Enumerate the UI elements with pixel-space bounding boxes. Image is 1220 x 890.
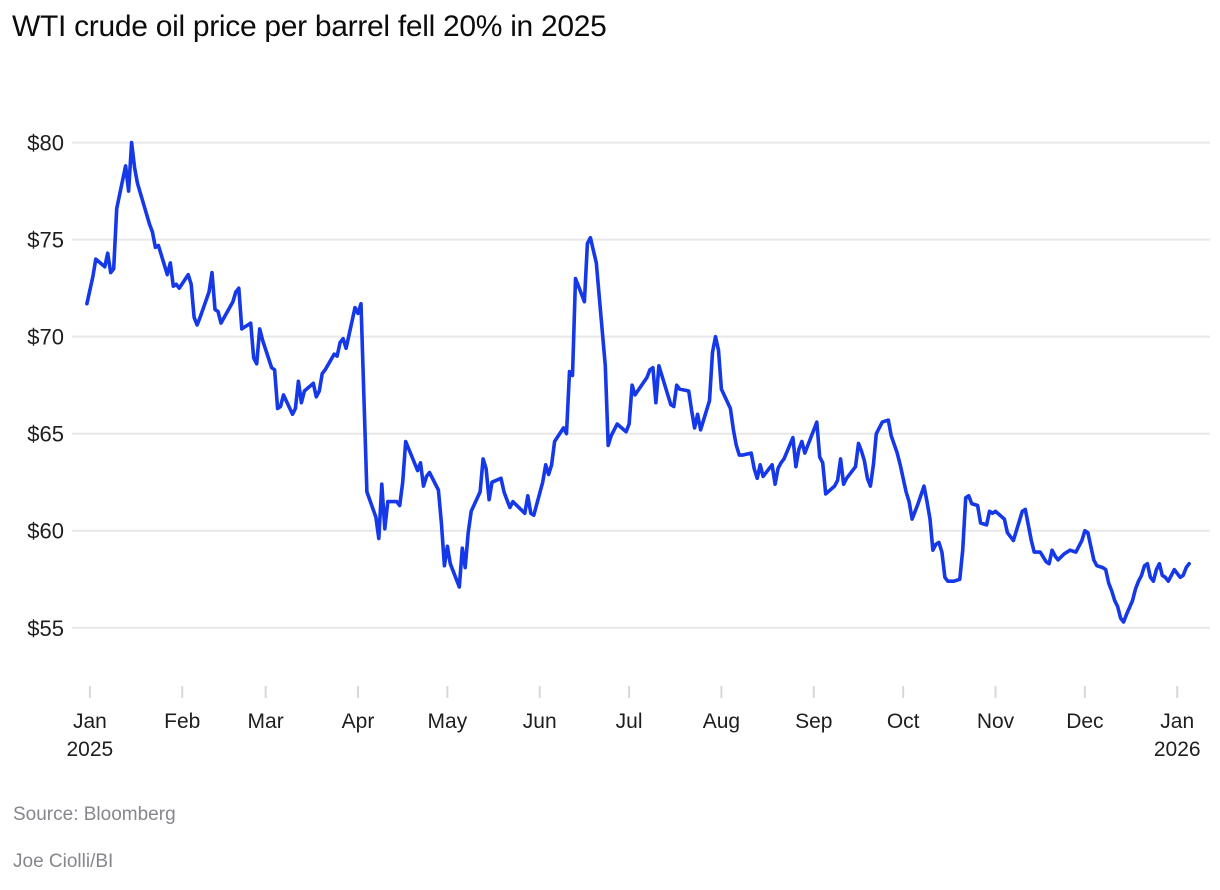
y-tick-label: $80 <box>27 131 64 156</box>
x-tick-label: Jul <box>616 710 643 733</box>
x-axis-labels: Jan 2025 Feb Mar Apr May Jun Jul Aug Sep Oct Nov Dec… <box>67 710 1201 761</box>
x-tick-label: Mar <box>248 710 284 733</box>
y-axis-labels: $55 $60 $65 $70 $75 $80 <box>27 131 64 641</box>
x-tick-label: Apr <box>342 710 375 733</box>
wti-price-line <box>85 140 1191 624</box>
x-tick-label: Dec <box>1066 710 1103 733</box>
x-tick-label: Nov <box>977 710 1015 733</box>
y-tick-label: $60 <box>27 519 64 544</box>
source-credit: Source: Bloomberg <box>13 804 176 825</box>
x-tick-year-label: 2026 <box>1154 738 1201 761</box>
x-tick-label: Oct <box>887 710 920 733</box>
x-tick-year-label: 2025 <box>67 738 114 761</box>
y-tick-label: $70 <box>27 325 64 350</box>
x-tick-label: May <box>428 710 468 733</box>
x-tick-label: Jan <box>73 710 107 733</box>
y-tick-label: $75 <box>27 228 64 253</box>
y-tick-label: $65 <box>27 422 64 447</box>
x-tick-label: Feb <box>164 710 200 733</box>
x-axis-ticks <box>88 686 1179 698</box>
x-tick-label: Jan <box>1160 710 1194 733</box>
x-tick-label: Aug <box>703 710 740 733</box>
x-tick-label: Jun <box>523 710 557 733</box>
author-byline: Joe Ciolli/BI <box>13 851 114 872</box>
x-tick-label: Sep <box>795 710 832 733</box>
price-line-series <box>85 140 1191 624</box>
chart-title: WTI crude oil price per barrel fell 20% … <box>12 10 607 43</box>
y-tick-label: $55 <box>27 616 64 641</box>
